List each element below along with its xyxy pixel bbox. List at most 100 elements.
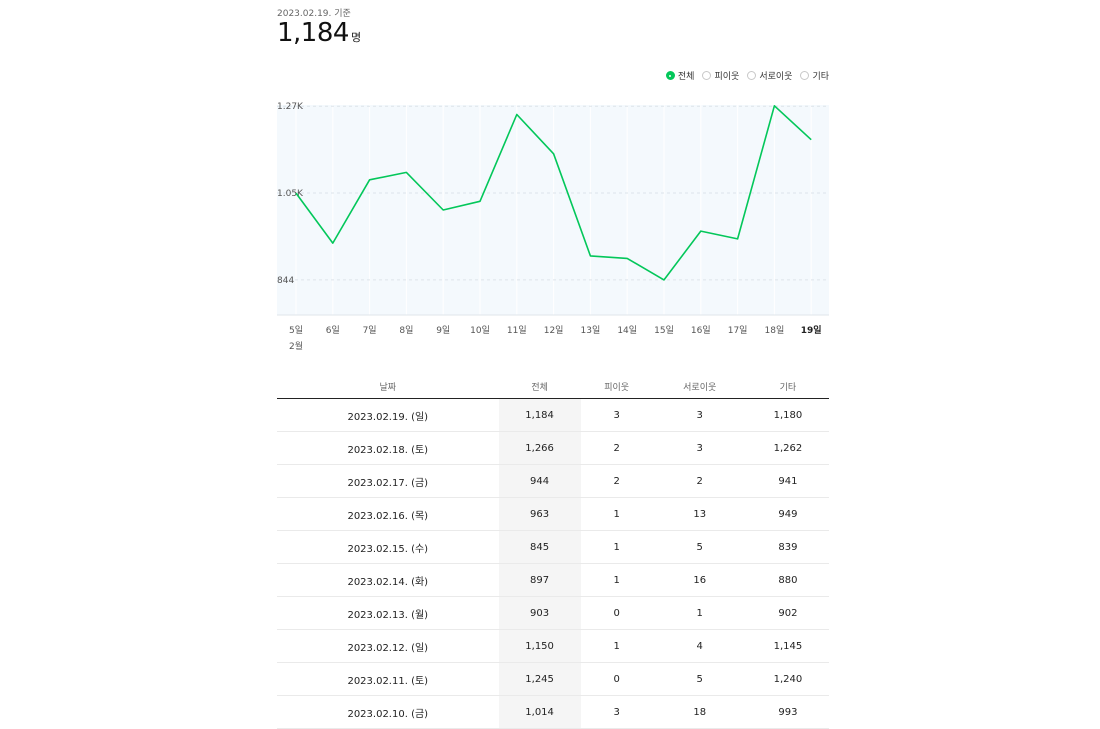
- filter-other[interactable]: 기타: [800, 69, 829, 82]
- value-cell: 4: [652, 629, 747, 663]
- value-cell: 1,184: [498, 398, 581, 432]
- horizontal-gridlines: [277, 105, 829, 281]
- value-cell: 1,245: [498, 662, 581, 696]
- table-row: 2023.02.12. (일) 1,150 1 4 1,145: [277, 629, 829, 663]
- value-cell: 1,266: [498, 431, 581, 465]
- x-tick-label: 7일: [363, 325, 377, 336]
- filter-label: 기타: [812, 72, 829, 82]
- radio-icon: [665, 71, 675, 80]
- value-cell: 963: [498, 497, 581, 531]
- filter-label: 피이웃: [714, 72, 740, 82]
- table-header-row: 날짜 전체 피이웃 서로이웃 기타: [277, 374, 829, 399]
- value-cell: 1: [652, 596, 747, 630]
- value-cell: 949: [746, 497, 829, 531]
- date-label: 2023.02.19. 기준: [277, 9, 351, 19]
- y-tick-label: 1.27K: [277, 102, 304, 112]
- value-cell: 3: [580, 695, 653, 729]
- x-axis-labels: 5일 6일 7일 8일 9일 10일 11일 12일 13일 14일 15일 16일 17일 18일 19일: [289, 324, 822, 336]
- value-cell: 845: [498, 530, 581, 564]
- value-cell: 1,180: [746, 398, 829, 432]
- value-cell: 3: [652, 398, 747, 432]
- date-cell: 2023.02.10. (금): [277, 695, 499, 729]
- filter-mutual[interactable]: 서로이웃: [747, 69, 792, 82]
- series-filter: 전체 피이웃 서로이웃 기타: [665, 69, 829, 82]
- value-cell: 1,145: [746, 629, 829, 663]
- x-tick-label: 10일: [470, 325, 490, 336]
- value-cell: 2: [580, 431, 653, 465]
- value-cell: 5: [652, 530, 747, 564]
- date-cell: 2023.02.12. (일): [277, 629, 499, 663]
- x-tick-label: 11일: [507, 325, 527, 336]
- total-number: 1,184: [277, 18, 349, 48]
- table-row: 2023.02.15. (수) 845 1 5 839: [277, 530, 829, 564]
- x-tick-label: 15일: [654, 325, 674, 336]
- y-tick-label: 1.05K: [277, 189, 304, 199]
- table-row: 2023.02.18. (토) 1,266 2 3 1,262: [277, 431, 829, 465]
- table-row: 2023.02.13. (월) 903 0 1 902: [277, 596, 829, 630]
- value-cell: 1,014: [498, 695, 581, 729]
- x-tick-label: 19일: [801, 324, 822, 336]
- value-cell: 3: [652, 431, 747, 465]
- value-cell: 13: [652, 497, 747, 531]
- column-header: 기타: [746, 374, 829, 399]
- value-cell: 897: [498, 563, 581, 597]
- filter-neighbor[interactable]: 피이웃: [702, 69, 739, 82]
- value-cell: 2: [652, 464, 747, 498]
- value-cell: 1: [580, 629, 653, 663]
- radio-icon: [800, 71, 810, 80]
- radio-icon: [747, 71, 757, 80]
- date-cell: 2023.02.17. (금): [277, 464, 499, 498]
- filter-all[interactable]: 전체: [665, 69, 695, 82]
- date-cell: 2023.02.14. (화): [277, 563, 499, 597]
- value-cell: 1,240: [746, 662, 829, 696]
- value-cell: 880: [746, 563, 829, 597]
- stats-table: 날짜 전체 피이웃 서로이웃 기타 2023.02.19. (일) 1,184 3 3 1,18…: [277, 374, 829, 729]
- x-tick-label: 6일: [326, 325, 340, 336]
- x-tick-label: 16일: [691, 325, 711, 336]
- value-cell: 2: [580, 464, 653, 498]
- y-tick-label: 844: [277, 276, 294, 286]
- total-count: 1,184 명: [277, 18, 361, 48]
- value-cell: 944: [498, 464, 581, 498]
- x-tick-label: 12일: [544, 325, 564, 336]
- table-row: 2023.02.16. (목) 963 1 13 949: [277, 497, 829, 531]
- date-cell: 2023.02.13. (월): [277, 596, 499, 630]
- value-cell: 0: [580, 662, 653, 696]
- value-cell: 993: [746, 695, 829, 729]
- x-tick-label: 14일: [617, 325, 637, 336]
- value-cell: 839: [746, 530, 829, 564]
- value-cell: 902: [746, 596, 829, 630]
- value-cell: 5: [652, 662, 747, 696]
- y-axis-labels: 1.27K 1.05K 844: [277, 102, 304, 286]
- table-row: 2023.02.17. (금) 944 2 2 941: [277, 464, 829, 498]
- date-cell: 2023.02.15. (수): [277, 530, 499, 564]
- value-cell: 18: [652, 695, 747, 729]
- filter-label: 전체: [677, 72, 695, 82]
- table-row: 2023.02.10. (금) 1,014 3 18 993: [277, 695, 829, 729]
- x-tick-label: 13일: [581, 325, 601, 336]
- column-header: 전체: [498, 374, 581, 399]
- value-cell: 3: [580, 398, 653, 432]
- value-cell: 1,150: [498, 629, 581, 663]
- total-unit: 명: [350, 31, 362, 44]
- table-body: 2023.02.19. (일) 1,184 3 3 1,180 2023.02.18. (…: [277, 398, 829, 729]
- radio-icon: [702, 71, 712, 80]
- value-cell: 903: [498, 596, 581, 630]
- column-header: 서로이웃: [652, 374, 747, 399]
- value-cell: 1: [580, 563, 653, 597]
- date-cell: 2023.02.19. (일): [277, 398, 499, 432]
- x-tick-label: 8일: [399, 325, 413, 336]
- month-label: 2월: [289, 340, 303, 352]
- column-header: 피이웃: [580, 374, 653, 399]
- line-chart: 1.27K 1.05K 844 5일 6일 7일 8일 9일 10일 11일 12일 13일 14일 1…: [277, 102, 829, 352]
- value-cell: 16: [652, 563, 747, 597]
- x-tick-label: 17일: [728, 325, 748, 336]
- value-cell: 941: [746, 464, 829, 498]
- date-cell: 2023.02.16. (목): [277, 497, 499, 531]
- x-tick-label: 9일: [436, 325, 450, 336]
- table-row: 2023.02.14. (화) 897 1 16 880: [277, 563, 829, 597]
- value-cell: 1,262: [746, 431, 829, 465]
- series-line-total: [295, 105, 812, 281]
- date-cell: 2023.02.18. (토): [277, 431, 499, 465]
- x-tick-label: 18일: [765, 325, 785, 336]
